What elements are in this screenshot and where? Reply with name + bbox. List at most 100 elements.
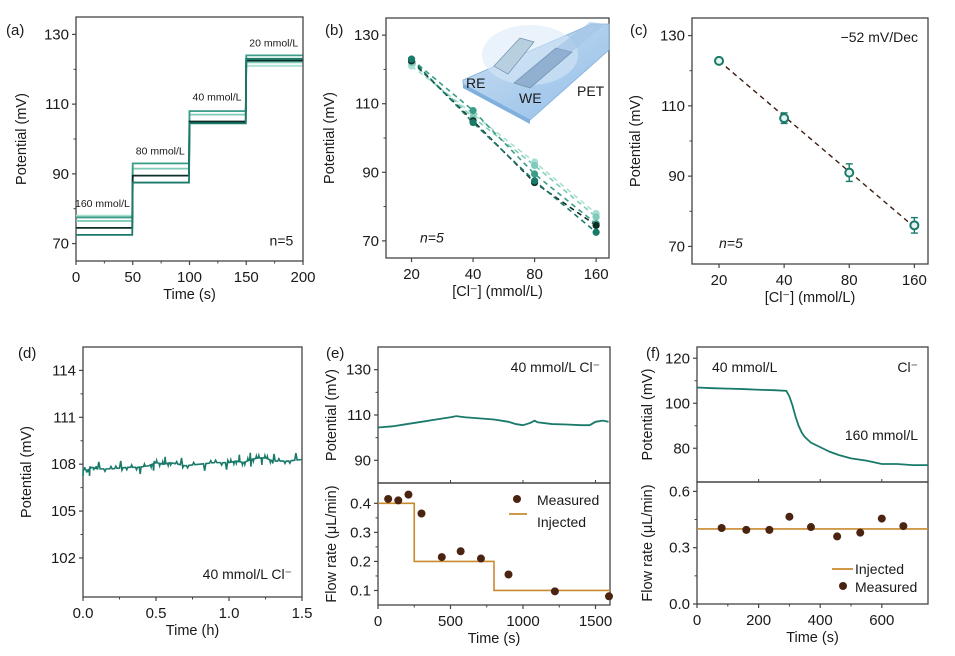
step-annotation: 20 mmol/L — [249, 38, 298, 50]
x-tick-label: 500 — [438, 613, 463, 630]
y-tick-label: 0.1 — [350, 582, 371, 599]
measured-point — [550, 587, 559, 596]
y-tick-label: 100 — [665, 395, 690, 412]
measured-point — [384, 494, 393, 503]
x-tick-label: 50 — [124, 269, 141, 286]
measured-point — [899, 522, 908, 531]
panel-label: (e) — [326, 345, 344, 362]
x-tick-label: 1.0 — [219, 605, 240, 622]
y-axis-label: Potential (mV) — [14, 93, 30, 185]
panel-e: 90 110 130 Potential (mV) 0.1 0.2 0.3 0.4 Flow r… — [324, 345, 613, 647]
inset-label: WE — [519, 90, 542, 106]
panel-f: 80 100 120 Potential (mV) 0.0 0.3 0.6 Flow rate… — [640, 345, 929, 646]
panel-label: (d) — [18, 345, 36, 362]
data-point — [909, 220, 920, 231]
y-tick-label: 90 — [668, 168, 685, 185]
y-tick-label: 70 — [52, 236, 69, 253]
x-tick-label: 100 — [177, 269, 202, 286]
measured-point — [717, 523, 726, 532]
fit-line — [411, 61, 597, 218]
data-point — [592, 228, 600, 236]
x-tick-label: 1500 — [579, 613, 612, 630]
x-tick-label: 200 — [290, 269, 315, 286]
fit-line — [411, 58, 597, 225]
re-electrode — [493, 37, 535, 75]
x-tick-label: 20 — [403, 266, 420, 283]
legend-label-injected: Injected — [855, 561, 904, 577]
legend-label-injected: Injected — [537, 514, 586, 530]
x-tick-label: 80 — [526, 266, 543, 283]
inset-label: PET — [577, 83, 605, 99]
x-axis-label: Time (s) — [468, 631, 521, 647]
measured-point — [437, 553, 446, 562]
y-tick-label: 80 — [673, 440, 690, 457]
slope-annotation: −52 mV/Dec — [841, 29, 918, 45]
x-axis-label: Time (h) — [166, 623, 219, 639]
data-point — [530, 161, 539, 170]
legend-marker-measured — [513, 495, 521, 503]
y-tick-label: 110 — [355, 96, 379, 113]
start-concentration-annotation: 40 mmol/L — [712, 359, 778, 375]
y-tick-label: 110 — [45, 96, 69, 113]
panel-c: 70 90 110 130 Potential (mV) 20 40 80 160 [Cl⁻] (… — [628, 17, 929, 306]
plot-frame-bottom — [377, 482, 611, 606]
panel-label: (f) — [646, 345, 660, 362]
x-tick-label: 0 — [374, 613, 382, 630]
x-tick-label: 0 — [72, 269, 80, 286]
x-axis-label: [Cl⁻] (mmol/L) — [765, 290, 856, 306]
y-tick-label: 0.0 — [669, 596, 690, 613]
panel-a: 70 90 110 130 Potential (mV) 0 50 100 150 200 Time… — [6, 16, 316, 303]
fit-line — [411, 65, 597, 215]
legend-marker-measured — [839, 582, 847, 590]
x-tick-label: 400 — [808, 612, 833, 629]
step-annotation: 160 mmol/L — [75, 198, 130, 210]
measured-point — [456, 547, 465, 556]
measured-point — [404, 490, 413, 499]
measured-point — [394, 496, 403, 505]
y-axis-label: Potential (mV) — [324, 369, 340, 461]
panel-label: (b) — [325, 22, 343, 39]
data-point — [779, 113, 790, 124]
x-tick-label: 40 — [776, 272, 793, 289]
legend: Measured Injected — [509, 492, 599, 530]
y-axis-label: Flow rate (μL/min) — [324, 485, 340, 602]
potential-line — [696, 386, 928, 467]
x-tick-label: 0 — [693, 612, 701, 629]
y-axis-label: Potential (mV) — [640, 369, 656, 461]
y-tick-label: 90 — [52, 166, 69, 183]
y-tick-label: 0.2 — [350, 553, 371, 570]
y-axis-label: Potential (mV) — [19, 426, 35, 518]
plot-frame — [82, 346, 303, 598]
data-point — [714, 55, 725, 66]
x-tick-label: 1.5 — [292, 605, 313, 622]
y-axis-label: Potential (mV) — [628, 95, 644, 187]
data-point — [844, 167, 855, 178]
y-tick-label: 130 — [354, 27, 379, 44]
measured-point — [504, 570, 513, 579]
measured-point — [605, 592, 613, 601]
panel-label: (c) — [630, 22, 648, 39]
x-tick-label: 80 — [841, 272, 858, 289]
y-tick-label: 108 — [51, 456, 76, 473]
y-tick-label: 130 — [660, 28, 685, 45]
x-tick-label: 150 — [234, 269, 259, 286]
fit-line — [718, 60, 915, 228]
series-line — [76, 57, 303, 236]
measured-point — [877, 514, 886, 523]
measured-point — [806, 523, 815, 532]
n-annotation: n=5 — [420, 230, 444, 246]
series-line — [82, 452, 303, 476]
y-tick-label: 114 — [52, 362, 76, 379]
x-tick-label: 160 — [902, 272, 927, 289]
y-tick-label: 130 — [346, 362, 371, 379]
y-tick-label: 0.3 — [669, 540, 690, 557]
y-tick-label: 0.3 — [350, 524, 371, 541]
y-axis-label: Flow rate (μL/min) — [640, 484, 656, 601]
panel-label: (a) — [6, 22, 24, 39]
x-tick-label: 0.0 — [73, 605, 94, 622]
injected-line — [378, 502, 610, 592]
x-tick-label: 1000 — [506, 613, 539, 630]
x-tick-label: 0.5 — [146, 605, 167, 622]
data-point — [592, 221, 600, 230]
